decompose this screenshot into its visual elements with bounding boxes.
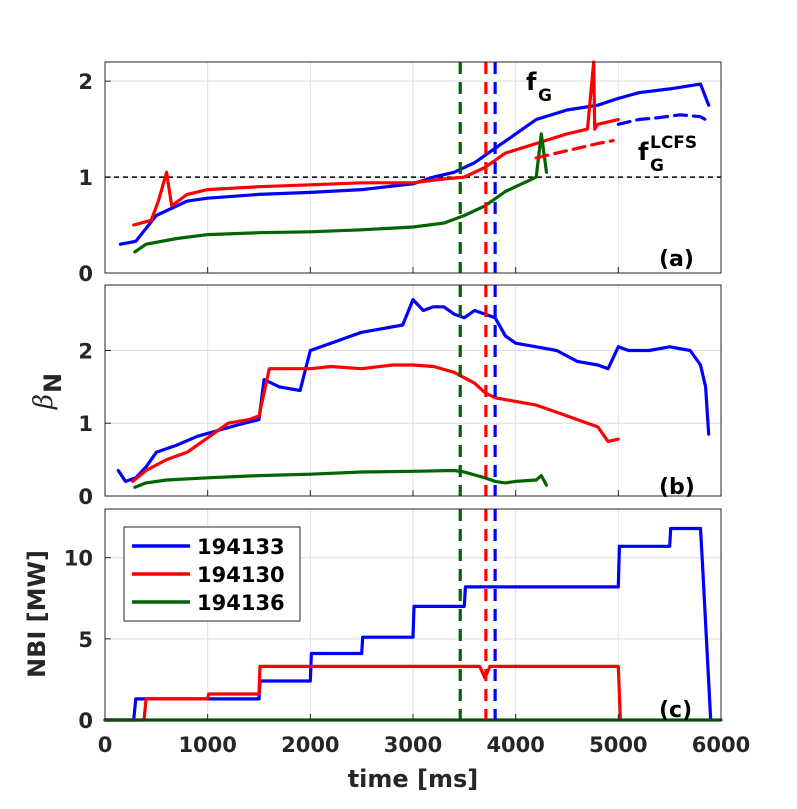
ytick-label-a-1: 1 — [78, 166, 93, 190]
xtick-label-2: 2000 — [281, 733, 339, 757]
xtick-label-1: 1000 — [178, 733, 236, 757]
xtick-label-0: 0 — [98, 733, 113, 757]
xtick-label-3: 3000 — [384, 733, 442, 757]
x-axis-label: time [ms] — [348, 765, 479, 793]
ytick-label-b-2: 2 — [78, 339, 93, 363]
series-c-194130 — [103, 664, 623, 722]
annotation-fg-lcfs-sup: LCFS — [650, 133, 697, 153]
ytick-label-b-0: 0 — [78, 485, 93, 509]
panel-b-label: (b) — [659, 475, 695, 500]
legend-label-194136: 194136 — [197, 591, 285, 615]
xtick-label-4: 4000 — [486, 733, 544, 757]
series-a-194133-fg — [118, 82, 711, 246]
annotation-fg-main: f — [526, 68, 537, 96]
annotation-fg-lcfs: f G LCFS — [638, 133, 697, 176]
ytick-label-b-1: 1 — [78, 412, 93, 436]
series-b-194130 — [131, 363, 620, 483]
ytick-label-a-0: 0 — [78, 262, 93, 286]
series-a-194136-fg — [133, 132, 549, 254]
annotation-fg: f G — [526, 68, 552, 106]
beta-symbol: β — [29, 394, 59, 410]
beta-subscript: N — [39, 373, 67, 393]
series-c-194133 — [103, 526, 713, 722]
series-a-194133-fg-lcfs — [616, 113, 711, 126]
ytick-label-c-1: 5 — [78, 628, 93, 652]
legend: 194133 194130 194136 — [123, 526, 301, 622]
series-b-194136 — [133, 468, 549, 489]
panel-a-label: (a) — [659, 247, 694, 272]
panel-c-label: (c) — [659, 698, 692, 723]
annotation-fg-lcfs-sub: G — [650, 156, 664, 176]
series-a-194130-fg — [132, 60, 620, 227]
panel-c-ylabel: NBI [MW] — [23, 550, 51, 678]
xtick-label-6: 6000 — [692, 733, 750, 757]
legend-label-194133: 194133 — [197, 535, 285, 559]
panel-b-ylabel: β N — [29, 373, 67, 410]
series-a-194130-fg-lcfs — [534, 139, 615, 160]
legend-label-194130: 194130 — [197, 563, 285, 587]
ytick-label-a-2: 2 — [78, 70, 93, 94]
ytick-label-c-0: 0 — [78, 709, 93, 733]
annotation-fg-sub: G — [538, 86, 552, 106]
annotation-fg-lcfs-main: f — [638, 138, 649, 166]
ytick-label-c-2: 10 — [64, 547, 93, 571]
xtick-label-5: 5000 — [589, 733, 647, 757]
